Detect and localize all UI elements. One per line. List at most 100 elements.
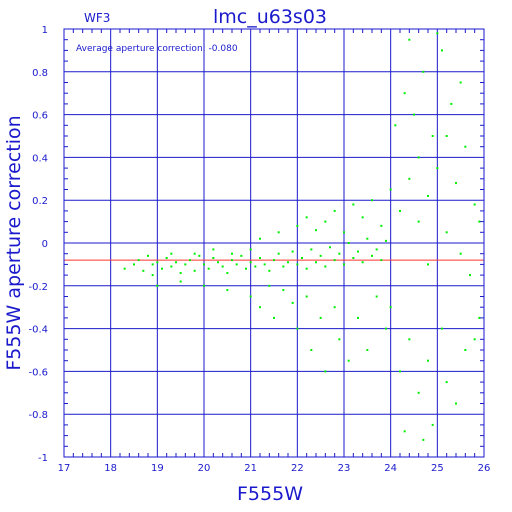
data-point	[189, 259, 191, 262]
y-tick-label: 1	[42, 25, 48, 36]
y-tick-label: -1	[38, 453, 48, 464]
data-point	[184, 263, 187, 266]
data-point	[221, 265, 224, 268]
average-annotation: Average aperture correction: -0.080	[76, 44, 238, 54]
data-point	[277, 231, 280, 234]
data-point	[193, 269, 196, 272]
y-tick-label: 0	[42, 239, 48, 250]
data-point	[413, 113, 415, 116]
data-point	[231, 259, 233, 262]
data-point	[226, 271, 229, 274]
data-point	[478, 220, 481, 223]
data-point	[268, 284, 271, 287]
data-point	[455, 402, 457, 405]
data-point	[408, 177, 411, 180]
data-point	[212, 256, 215, 259]
data-point	[151, 274, 154, 277]
x-tick-label: 21	[244, 463, 257, 474]
data-point	[352, 256, 355, 259]
data-point	[296, 327, 299, 330]
data-point	[324, 220, 327, 223]
data-point	[464, 349, 467, 351]
data-point	[436, 32, 439, 35]
y-tick-label: -0.2	[28, 282, 48, 293]
data-point	[357, 250, 359, 253]
data-point	[389, 306, 392, 309]
data-point	[338, 252, 341, 255]
x-tick-label: 22	[291, 463, 304, 474]
data-point	[296, 263, 299, 266]
data-point	[478, 316, 481, 319]
data-point	[137, 259, 140, 262]
data-point	[436, 167, 439, 170]
data-point	[371, 199, 373, 202]
data-point	[249, 261, 252, 264]
data-point	[389, 188, 392, 191]
data-point	[417, 220, 420, 223]
data-point	[394, 124, 397, 127]
data-point	[142, 269, 145, 272]
x-tick-label: 20	[198, 463, 211, 474]
data-point	[399, 370, 401, 373]
data-point	[193, 252, 196, 255]
data-point	[319, 254, 322, 257]
x-tick-label: 24	[384, 463, 397, 474]
data-point	[343, 263, 345, 266]
data-point	[217, 261, 219, 264]
data-point	[366, 349, 369, 351]
data-point	[380, 259, 383, 262]
data-point	[296, 224, 299, 227]
data-point	[198, 254, 201, 257]
data-point	[175, 261, 177, 264]
data-point	[268, 269, 271, 272]
data-point	[408, 38, 411, 41]
data-point	[259, 237, 261, 240]
data-point	[282, 265, 285, 268]
data-point	[338, 338, 341, 341]
data-point	[427, 194, 429, 197]
data-point	[319, 316, 322, 319]
data-point	[161, 267, 163, 270]
data-point	[385, 239, 387, 242]
data-point	[291, 250, 294, 253]
data-point	[156, 261, 159, 264]
data-point	[212, 248, 215, 251]
data-point	[441, 327, 443, 330]
data-point	[231, 252, 233, 255]
data-point	[305, 295, 308, 298]
data-point	[226, 289, 229, 292]
data-point	[249, 248, 252, 251]
data-point	[249, 295, 252, 298]
y-tick-label: 0.4	[32, 153, 48, 164]
grid	[64, 29, 484, 457]
data-point	[287, 261, 289, 264]
data-point	[459, 252, 462, 255]
data-point	[422, 438, 425, 441]
data-point	[459, 81, 462, 84]
data-point	[473, 338, 476, 341]
data-point	[147, 254, 149, 257]
data-point	[259, 256, 261, 259]
data-point	[203, 284, 205, 287]
data-point	[282, 289, 285, 292]
data-point	[170, 252, 173, 255]
data-point	[333, 209, 336, 212]
data-point	[291, 301, 294, 304]
data-point	[263, 263, 266, 266]
x-axis-label: F555W	[237, 483, 303, 505]
x-tick-label: 26	[478, 463, 491, 474]
data-point	[315, 261, 317, 264]
plot-frame	[63, 28, 485, 458]
data-point	[277, 252, 280, 255]
data-point	[469, 274, 471, 277]
data-point	[329, 246, 331, 249]
y-axis-label: F555W aperture correction	[3, 115, 25, 370]
data-point	[361, 261, 364, 264]
data-point	[357, 316, 359, 319]
tick-marks	[64, 29, 484, 457]
data-point	[403, 92, 406, 95]
data-point	[133, 263, 135, 266]
y-tick-label: 0.6	[32, 111, 48, 122]
data-point	[315, 229, 317, 232]
